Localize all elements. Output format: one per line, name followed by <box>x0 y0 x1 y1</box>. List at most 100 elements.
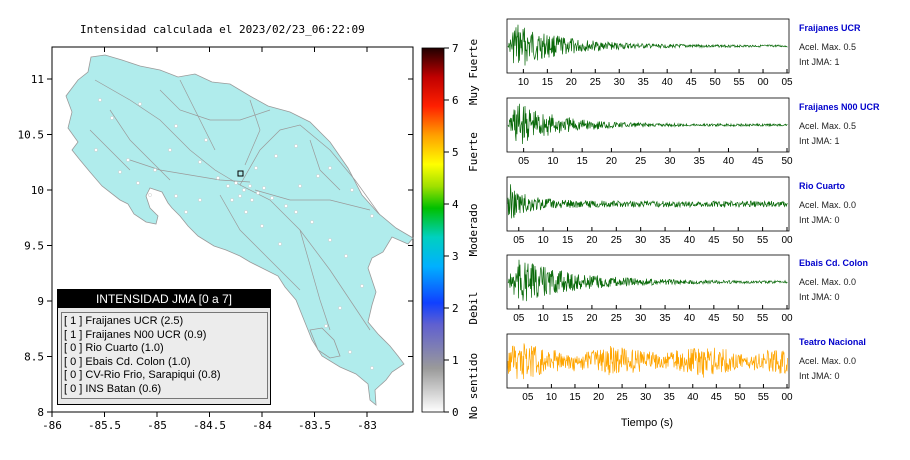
map-x-tick-label: -84 <box>252 419 272 432</box>
waveform-tick-label: 25 <box>611 235 623 246</box>
waveform-tick-label: 15 <box>562 235 574 246</box>
road <box>299 229 331 331</box>
city-marker <box>254 166 258 170</box>
city-marker <box>294 144 298 148</box>
road <box>129 159 251 183</box>
waveform-tick-label: 30 <box>635 235 647 246</box>
waveform-tick-label: 10 <box>518 77 530 88</box>
waveform-trace <box>507 24 788 66</box>
waveform-tick-label: 40 <box>684 235 696 246</box>
colorbar-tick-label: 6 <box>452 94 459 107</box>
city-marker <box>256 191 260 195</box>
waveform-tick-label: 40 <box>687 392 699 403</box>
city-marker <box>198 160 202 164</box>
station-info-0: Fraijanes UCR Acel. Max. 0.5 Int JMA: 1 <box>799 23 861 67</box>
waveform-tick-label: 10 <box>547 156 559 167</box>
road <box>89 129 131 171</box>
colorbar-tick-label: 4 <box>452 198 459 211</box>
city-marker <box>148 193 152 197</box>
city-marker <box>370 214 374 218</box>
waveform-tick-label: 20 <box>586 313 598 324</box>
waveform-panel-0: 10 15 20 25 30 35 40 45 50 55 00 05 <box>506 18 793 88</box>
waveform-tick-label: 40 <box>684 313 696 324</box>
city-marker <box>338 306 342 310</box>
city-marker <box>110 116 114 120</box>
waveform-tick-label: 45 <box>686 77 698 88</box>
city-marker <box>370 366 374 370</box>
map-y-tick-label: 8 <box>37 406 44 419</box>
waveform-tick-label: 50 <box>733 313 745 324</box>
city-marker <box>348 350 352 354</box>
waveform-tick-label: 30 <box>664 156 676 167</box>
station-jma: Int JMA: 0 <box>799 371 840 381</box>
map-y-tick-label: 8.5 <box>24 351 44 364</box>
legend-item: [ 0 ] Rio Cuarto (1.0) <box>64 342 164 354</box>
colorbar-category-label: Debil <box>467 291 480 324</box>
waveform-tick-label: 50 <box>733 235 745 246</box>
waveform-tick-label: 10 <box>538 313 550 324</box>
waveform-tick-label: 05 <box>518 156 530 167</box>
waveform-panel-3: 05 10 15 20 25 30 35 40 45 50 55 00 <box>506 254 793 324</box>
colorbar-category-label: Muy Fuerte <box>467 39 480 105</box>
city-marker <box>138 102 142 106</box>
station-acel: Acel. Max. 0.5 <box>799 121 857 131</box>
road <box>179 79 216 151</box>
colorbar-labels: No sentido Debil Moderado Fuerte Muy Fuerte <box>467 39 480 419</box>
waveform-tick-label: 30 <box>635 313 647 324</box>
station-jma: Int JMA: 1 <box>799 136 840 146</box>
waveform-tick-label: 45 <box>752 156 764 167</box>
intensity-legend: INTENSIDAD JMA [0 a 7] [ 1 ] Fraijanes U… <box>57 289 271 405</box>
map-y-axis: 11 10.5 10 9.5 9 8.5 8 <box>18 73 413 419</box>
city-marker <box>278 242 282 246</box>
waveform-tick-label: 00 <box>781 392 793 403</box>
osa-peninsula <box>309 327 341 359</box>
road <box>219 194 301 291</box>
colorbar-tick-label: 0 <box>452 406 459 419</box>
waveform-trace <box>507 103 788 145</box>
city-marker <box>316 174 320 178</box>
waveform-tick-label: 35 <box>694 156 706 167</box>
city-marker <box>250 198 254 202</box>
waveform-tick-label: 00 <box>781 235 793 246</box>
waveform-tick-label: 30 <box>614 77 626 88</box>
station-name: Fraijanes UCR <box>799 23 861 33</box>
waveform-panel-4: 05 10 15 20 25 30 35 40 45 50 55 00 <box>506 333 793 403</box>
city-marker <box>204 138 208 142</box>
waveform-tick-label: 00 <box>757 77 769 88</box>
road <box>244 99 261 166</box>
legend-item: [ 0 ] INS Batan (0.6) <box>64 382 162 395</box>
city-marker <box>270 196 274 200</box>
city-marker <box>184 210 188 214</box>
waveform-tick-label: 25 <box>611 313 623 324</box>
city-marker <box>126 158 130 162</box>
city-marker <box>328 166 332 170</box>
city-marker <box>328 238 332 242</box>
colorbar-category-label: Fuerte <box>467 132 480 172</box>
waveform-tick-label: 10 <box>538 235 550 246</box>
waveform-tick-label: 35 <box>638 77 650 88</box>
station-jma: Int JMA: 0 <box>799 292 840 302</box>
waveform-trace <box>507 259 788 302</box>
waveform-tick-label: 20 <box>566 77 578 88</box>
city-marker <box>262 186 266 190</box>
epicenter-marker <box>237 170 244 177</box>
station-jma: Int JMA: 1 <box>799 57 840 67</box>
city-marker <box>242 188 246 192</box>
map-y-tick-label: 9 <box>37 295 44 308</box>
station-info-4: Teatro Nacional Acel. Max. 0.0 Int JMA: … <box>799 337 866 381</box>
map-x-tick-label: -85 <box>147 419 167 432</box>
waveform-tick-label: 45 <box>711 392 723 403</box>
map-x-tick-label: -86 <box>42 419 62 432</box>
map-y-tick-label: 9.5 <box>24 240 44 253</box>
colorbar-tick-label: 5 <box>452 146 459 159</box>
waveform-tick-label: 35 <box>664 392 676 403</box>
city-marker <box>244 210 248 214</box>
city-marker <box>274 154 278 158</box>
waveform-tick-label: 20 <box>606 156 618 167</box>
map-x-tick-label: -85.5 <box>88 419 121 432</box>
waveform-tick-label: 15 <box>542 77 554 88</box>
waveform-tick-label: 20 <box>593 392 605 403</box>
waveform-panel-2: 05 10 15 20 25 30 35 40 45 50 55 00 <box>506 176 793 246</box>
